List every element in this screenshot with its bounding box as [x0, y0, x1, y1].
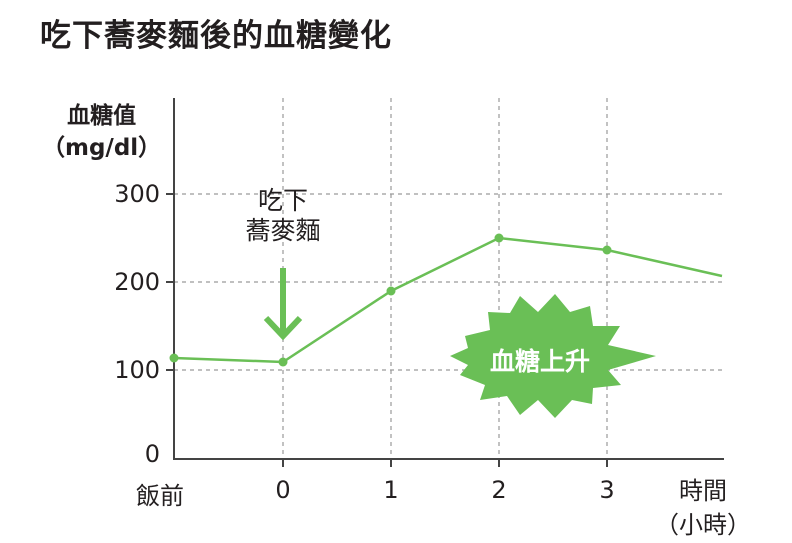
down-arrow-icon — [263, 268, 303, 341]
y-axis-label-line2: （mg/dl） — [42, 135, 162, 161]
annotation-line2: 蕎麥麵 — [245, 216, 321, 245]
y-tick-300: 300 — [114, 180, 160, 208]
burst-label: 血糖上升 — [490, 347, 591, 376]
x-axis-label-line2: （小時） — [655, 511, 751, 539]
y-axis-label-line1: 血糖值 — [67, 103, 137, 129]
x-axis-label-line1: 時間 — [679, 477, 727, 505]
y-tick-200: 200 — [114, 268, 160, 296]
y-axis-label: 血糖值 （mg/dl） — [42, 100, 161, 164]
x-tick-0: 0 — [275, 476, 291, 504]
data-points — [169, 233, 612, 367]
x-tick-2: 2 — [491, 476, 507, 504]
x-tick-3: 3 — [599, 476, 615, 504]
eat-soba-annotation: 吃下 蕎麥麵 — [223, 186, 343, 246]
y-tick-100: 100 — [114, 356, 160, 384]
annotation-line1: 吃下 — [257, 186, 308, 215]
x-tick-before-meal: 飯前 — [136, 482, 184, 510]
blood-sugar-line — [173, 236, 723, 364]
x-tick-1: 1 — [383, 476, 399, 504]
y-tick-0: 0 — [144, 440, 160, 468]
axes — [166, 98, 724, 467]
grid-horizontal — [174, 193, 724, 371]
burst-shape — [450, 294, 656, 418]
chart-title: 吃下蕎麥麵後的血糖變化 — [40, 18, 392, 54]
x-axis-label: 時間 （小時） — [648, 474, 758, 542]
